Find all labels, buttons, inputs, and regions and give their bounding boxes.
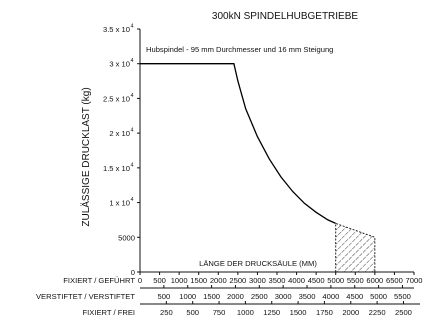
x-tick-label: 0 (138, 276, 142, 285)
x-axis-label: LÄNGE DER DRUCKSÄULE (MM) (199, 259, 317, 268)
x-tick-label: 2000 (227, 292, 244, 301)
x-tick-label: 2000 (342, 308, 359, 317)
x-tick-label: 1000 (179, 292, 196, 301)
x-tick-label: 7000 (406, 276, 423, 285)
annotation-spindle: Hubspindel - 95 mm Durchmesser und 16 mm… (146, 45, 333, 54)
x-tick-label: 1500 (290, 308, 307, 317)
hatched-region (335, 223, 375, 272)
x-tick-label: 750 (213, 308, 226, 317)
x-tick-label: 3000 (275, 292, 292, 301)
x-tick-label: 6000 (366, 276, 383, 285)
y-tick-label: 1.5 x 10 (103, 164, 130, 173)
x-tick-label: 2500 (395, 308, 412, 317)
x-tick-label: 4000 (322, 292, 339, 301)
y-tick-exponent: 4 (131, 128, 134, 134)
plot-frame (139, 29, 414, 273)
x-scale-name: FIXIERT / FREI (83, 308, 135, 317)
y-tick-exponent: 4 (131, 162, 134, 168)
x-tick-label: 250 (160, 308, 173, 317)
y-tick-label: 5000 (118, 233, 135, 242)
x-scale-name: VERSTIFTET / VERSTIFTET (36, 292, 135, 301)
x-tick-label: 3500 (299, 292, 316, 301)
x-tick-label: 2000 (210, 276, 227, 285)
chart-title: 300kN SPINDELHUBGETRIEBE (212, 11, 358, 22)
x-tick-label: 4500 (346, 292, 363, 301)
y-axis-label: ZULÄSSIGE DRUCKLAST (kg) (80, 87, 92, 226)
x-tick-label: 5500 (394, 292, 411, 301)
x-tick-label: 5000 (327, 276, 344, 285)
x-tick-label: 1500 (203, 292, 220, 301)
x-tick-label: 1250 (263, 308, 280, 317)
x-tick-label: 5000 (370, 292, 387, 301)
y-tick-label: 2.5 x 10 (103, 94, 130, 103)
y-tick-exponent: 4 (131, 197, 134, 203)
x-tick-label: 6500 (386, 276, 403, 285)
y-tick-label: 2 x 10 (109, 129, 130, 138)
series-line (140, 63, 336, 224)
x-tick-label: 1500 (190, 276, 207, 285)
y-tick-label: 1 x 10 (109, 199, 130, 208)
x-tick-label: 2250 (369, 308, 386, 317)
x-tick-label: 5500 (347, 276, 364, 285)
y-tick-exponent: 4 (131, 93, 134, 99)
y-tick-label: 3 x 10 (109, 60, 130, 69)
series-layer (140, 63, 376, 272)
x-tick-label: 4000 (288, 276, 305, 285)
x-tick-label: 500 (153, 276, 166, 285)
x-axis-scales: FIXIERT / GEFÜHRT 0 500 1000 1500 2000 2500 300… (36, 272, 422, 317)
x-tick-label: 500 (158, 292, 171, 301)
y-tick-label: 3.5 x 10 (103, 25, 130, 34)
x-tick-label: 2500 (251, 292, 268, 301)
x-scale-name: FIXIERT / GEFÜHRT (63, 276, 135, 285)
y-tick-label: 0 (131, 268, 135, 277)
y-tick-exponent: 4 (131, 24, 134, 30)
x-tick-label: 500 (186, 308, 199, 317)
x-tick-label: 1000 (171, 276, 188, 285)
y-tick-exponent: 4 (131, 58, 134, 64)
x-tick-label: 4500 (308, 276, 325, 285)
x-tick-label: 2500 (229, 276, 246, 285)
x-tick-label: 3500 (269, 276, 286, 285)
x-tick-label: 1750 (316, 308, 333, 317)
x-tick-label: 3000 (249, 276, 266, 285)
x-tick-label: 1000 (237, 308, 254, 317)
